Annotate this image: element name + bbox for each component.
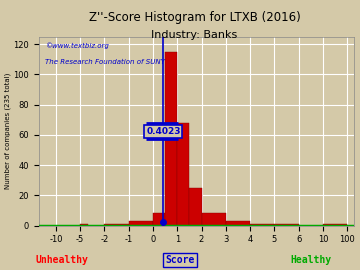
Bar <box>226 221 250 225</box>
Text: 0.4023: 0.4023 <box>146 127 181 136</box>
Text: Score: Score <box>165 255 195 265</box>
Bar <box>274 224 298 225</box>
Bar <box>189 188 202 225</box>
Bar <box>153 213 165 225</box>
Bar <box>165 52 177 225</box>
Text: The Research Foundation of SUNY: The Research Foundation of SUNY <box>45 59 165 65</box>
Y-axis label: Number of companies (235 total): Number of companies (235 total) <box>4 73 11 189</box>
Bar <box>177 123 189 225</box>
Bar <box>80 224 88 225</box>
Text: ©www.textbiz.org: ©www.textbiz.org <box>45 42 109 49</box>
Bar <box>250 224 274 225</box>
Text: Z''-Score Histogram for LTXB (2016): Z''-Score Histogram for LTXB (2016) <box>89 11 300 24</box>
Bar <box>323 224 347 225</box>
Bar <box>104 224 129 225</box>
Text: Healthy: Healthy <box>290 255 331 265</box>
Bar <box>129 221 153 225</box>
Text: Unhealthy: Unhealthy <box>36 255 89 265</box>
Text: Industry: Banks: Industry: Banks <box>151 30 238 40</box>
Bar <box>202 213 226 225</box>
